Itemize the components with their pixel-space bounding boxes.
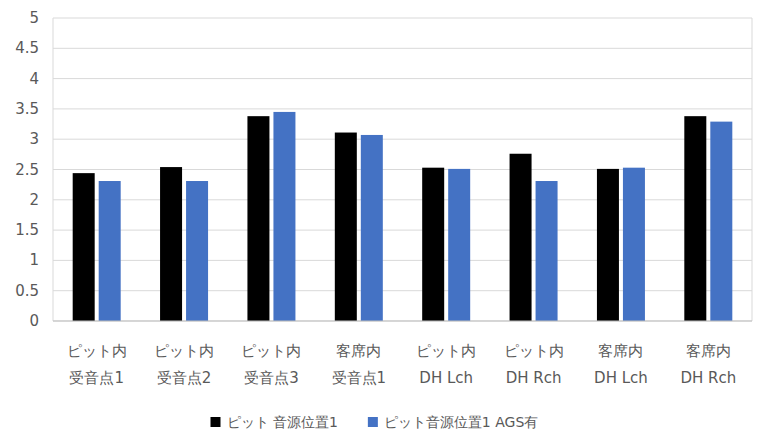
legend: ピット 音源位置1 ピット音源位置1 AGS有 bbox=[211, 414, 539, 430]
grid-line bbox=[53, 199, 752, 200]
x-tick-label: ピット内受音点1 bbox=[67, 342, 127, 387]
grid-line bbox=[53, 321, 752, 322]
legend-label: ピット 音源位置1 bbox=[227, 414, 338, 430]
grid-line bbox=[53, 169, 752, 170]
grid-line bbox=[53, 18, 752, 19]
bar bbox=[710, 122, 732, 321]
bar bbox=[422, 168, 444, 321]
bar bbox=[273, 112, 295, 321]
chart: 0 0.5 1 1.5 2 2.5 3 3.5 4 4.5 5 ピット内受音点1 ピット内受音点2 ピット… bbox=[0, 0, 769, 447]
grid-line bbox=[53, 290, 752, 291]
y-tick-label: 4.5 bbox=[15, 39, 39, 57]
x-tick-label: ピット内受音点2 bbox=[154, 342, 214, 387]
bar bbox=[536, 181, 558, 321]
y-tick-label: 4 bbox=[29, 70, 39, 88]
bar bbox=[684, 116, 706, 321]
y-tick-label: 5 bbox=[29, 9, 39, 27]
grid-line bbox=[53, 260, 752, 261]
bar bbox=[73, 173, 95, 321]
grid-line bbox=[53, 139, 752, 140]
y-tick-label: 2 bbox=[29, 191, 39, 209]
bar bbox=[335, 133, 357, 321]
grid bbox=[53, 18, 752, 321]
x-tick-label: 客席内DH Lch bbox=[594, 342, 648, 387]
legend-swatch bbox=[368, 417, 378, 427]
y-tick-label: 0 bbox=[29, 312, 39, 330]
bar bbox=[99, 181, 121, 321]
y-tick-label: 1.5 bbox=[15, 221, 39, 239]
bar bbox=[186, 181, 208, 321]
y-tick-label: 2.5 bbox=[15, 161, 39, 179]
y-axis-line bbox=[53, 18, 54, 321]
bar bbox=[247, 116, 269, 321]
grid-line bbox=[53, 230, 752, 231]
x-tick-label: ピット内DH Rch bbox=[504, 342, 564, 387]
bar bbox=[623, 168, 645, 321]
x-tick-label: ピット内受音点3 bbox=[241, 342, 301, 387]
x-axis-line bbox=[53, 321, 752, 322]
grid-line bbox=[53, 48, 752, 49]
x-tick-label: 客席内DH Rch bbox=[680, 342, 736, 387]
x-tick-label: 客席内受音点1 bbox=[332, 342, 387, 387]
grid-line bbox=[53, 78, 752, 79]
bar bbox=[361, 135, 383, 321]
bar bbox=[448, 169, 470, 321]
x-tick-label: ピット内DH Lch bbox=[416, 342, 476, 387]
y-tick-label: 0.5 bbox=[15, 282, 39, 300]
bar bbox=[510, 154, 532, 321]
plot-frame bbox=[752, 18, 753, 321]
bar bbox=[597, 169, 619, 321]
y-tick-label: 1 bbox=[29, 251, 39, 269]
grid-line bbox=[53, 108, 752, 109]
legend-swatch bbox=[211, 417, 221, 427]
legend-label: ピット音源位置1 AGS有 bbox=[384, 414, 538, 430]
bars bbox=[73, 112, 733, 321]
bar bbox=[160, 167, 182, 321]
y-tick-label: 3.5 bbox=[15, 100, 39, 118]
y-tick-label: 3 bbox=[29, 130, 39, 148]
